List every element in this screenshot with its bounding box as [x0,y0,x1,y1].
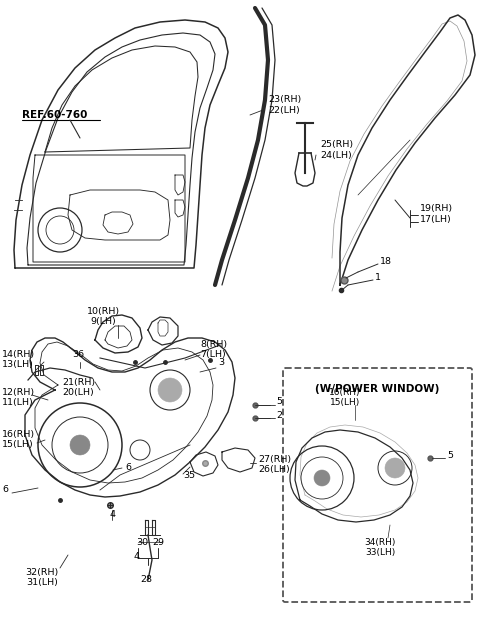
FancyBboxPatch shape [283,368,472,602]
Text: 6: 6 [2,486,8,495]
Text: 2: 2 [276,411,282,420]
Circle shape [70,435,90,455]
Text: 30: 30 [136,538,148,547]
Text: 34(RH)
33(LH): 34(RH) 33(LH) [364,538,396,557]
Text: 16(RH)
15(LH): 16(RH) 15(LH) [2,430,35,450]
Text: 23(RH)
22(LH): 23(RH) 22(LH) [268,95,301,115]
Text: 35: 35 [183,470,195,479]
Circle shape [314,470,330,486]
Text: 6: 6 [125,463,131,472]
Text: 19(RH)
17(LH): 19(RH) 17(LH) [420,204,453,224]
Text: 29: 29 [152,538,164,547]
Text: REF.60-760: REF.60-760 [22,110,87,120]
Circle shape [158,378,182,402]
Text: 1: 1 [375,273,381,283]
Text: 27(RH)
26(LH): 27(RH) 26(LH) [258,455,291,474]
Text: 5: 5 [447,451,453,460]
Text: 10(RH)
9(LH): 10(RH) 9(LH) [86,307,120,327]
Text: 5: 5 [276,398,282,406]
Text: (W/POWER WINDOW): (W/POWER WINDOW) [315,384,439,394]
Text: 4: 4 [133,552,139,561]
Text: 16(RH)
15(LH): 16(RH) 15(LH) [329,388,361,408]
Text: 8(RH)
7(LH): 8(RH) 7(LH) [200,340,227,359]
Text: 21(RH)
20(LH): 21(RH) 20(LH) [62,378,95,398]
Text: 18: 18 [380,257,392,266]
Text: 32(RH)
31(LH): 32(RH) 31(LH) [25,568,59,587]
Text: 36: 36 [72,350,84,359]
Text: 4: 4 [109,510,115,519]
Text: 28: 28 [140,575,152,584]
Circle shape [385,458,405,478]
Text: 12(RH)
11(LH): 12(RH) 11(LH) [2,388,35,408]
Text: 3: 3 [218,358,224,367]
Text: 14(RH)
13(LH): 14(RH) 13(LH) [2,350,35,370]
Text: 25(RH)
24(LH): 25(RH) 24(LH) [320,140,353,160]
